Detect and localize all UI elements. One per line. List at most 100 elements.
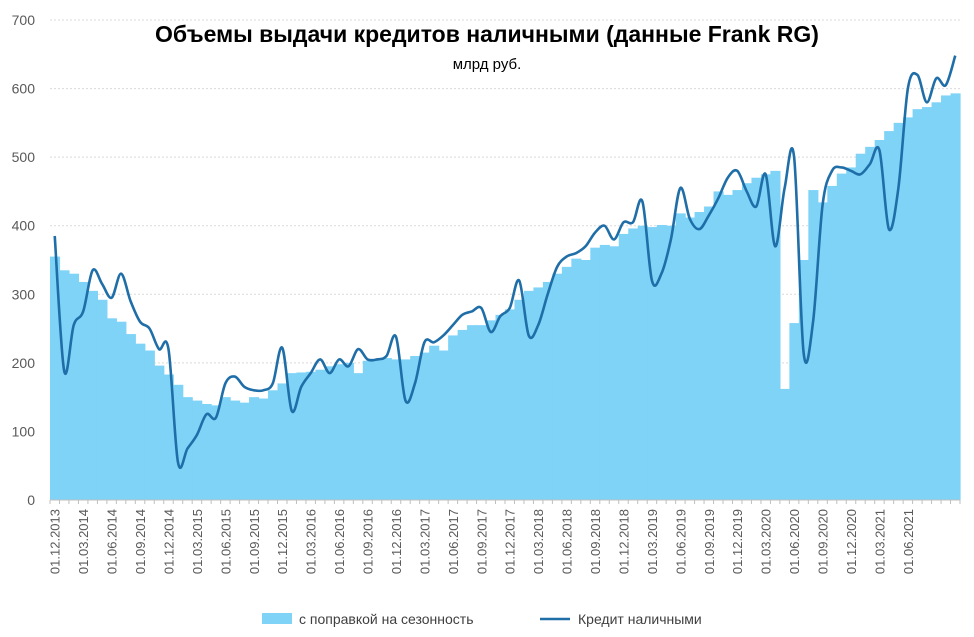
bar <box>884 131 895 500</box>
x-tick-label: 01.09.2015 <box>247 509 262 574</box>
bar <box>760 174 772 501</box>
legend-line-label: Кредит наличными <box>578 611 702 627</box>
bar <box>741 183 753 500</box>
bar <box>704 206 715 500</box>
bar <box>675 213 686 500</box>
bar <box>268 390 279 500</box>
bar <box>201 404 212 500</box>
bar <box>941 95 952 501</box>
bar <box>467 325 478 500</box>
bar <box>922 107 933 500</box>
bar <box>846 167 857 500</box>
legend-bar-swatch <box>262 613 292 624</box>
x-axis-tickmarks <box>49 500 961 504</box>
bar <box>50 256 61 500</box>
bar <box>808 190 819 500</box>
bar <box>495 314 506 500</box>
bar <box>552 273 563 500</box>
bar <box>666 225 677 500</box>
x-tick-label: 01.12.2014 <box>161 509 176 574</box>
bar <box>874 140 885 500</box>
bar <box>258 398 269 500</box>
y-tick-label: 700 <box>12 12 36 28</box>
bar <box>334 364 345 500</box>
x-tick-label: 01.06.2019 <box>673 509 688 574</box>
y-tick-label: 300 <box>12 286 36 302</box>
bar <box>827 185 838 500</box>
x-tick-label: 01.12.2013 <box>48 509 63 574</box>
bar <box>656 225 667 500</box>
bar <box>865 146 876 501</box>
bar <box>277 383 288 500</box>
y-tick-label: 200 <box>12 355 36 371</box>
bar <box>836 173 847 500</box>
bar <box>486 320 497 500</box>
bar <box>723 194 734 501</box>
bar <box>381 358 392 500</box>
bar <box>125 334 136 500</box>
x-tick-label: 01.03.2017 <box>417 509 432 574</box>
bar <box>135 343 146 500</box>
x-tick-label: 01.06.2016 <box>332 509 347 574</box>
bar <box>391 359 402 500</box>
bar <box>438 350 449 500</box>
bar <box>239 402 250 500</box>
bar <box>410 356 421 500</box>
x-tick-label: 01.03.2014 <box>76 509 91 574</box>
bar <box>68 273 80 500</box>
bar <box>685 217 696 501</box>
bar <box>324 366 335 500</box>
bar <box>590 247 601 500</box>
x-tick-label: 01.09.2016 <box>361 509 376 574</box>
bar <box>296 372 307 500</box>
y-tick-label: 100 <box>12 423 36 439</box>
bar <box>87 290 98 500</box>
bar <box>855 153 866 500</box>
bar <box>220 397 231 500</box>
bar <box>249 397 260 500</box>
y-tick-label: 600 <box>12 81 36 97</box>
bar <box>580 260 591 500</box>
bar <box>533 287 544 500</box>
bar <box>770 170 781 501</box>
x-tick-label: 01.06.2020 <box>787 509 802 574</box>
chart-subtitle: млрд руб. <box>453 56 522 73</box>
bar <box>144 350 155 500</box>
bar <box>779 388 790 500</box>
bar <box>523 290 535 500</box>
bar <box>419 352 430 500</box>
bar <box>505 309 516 500</box>
bar <box>912 109 923 500</box>
bar <box>514 299 525 500</box>
x-tick-label: 01.06.2014 <box>105 509 120 574</box>
bar <box>362 360 373 500</box>
x-tick-label: 01.12.2016 <box>389 509 404 574</box>
x-tick-label: 01.12.2018 <box>616 509 631 574</box>
x-tick-label: 01.09.2019 <box>702 509 717 574</box>
bar <box>173 384 184 500</box>
bar <box>211 405 222 500</box>
bar <box>599 244 610 500</box>
bar <box>457 329 468 500</box>
y-tick-label: 400 <box>12 218 36 234</box>
bar-series <box>50 93 961 501</box>
bar <box>372 359 383 500</box>
x-tick-label: 01.03.2015 <box>190 509 205 574</box>
bar <box>97 299 108 500</box>
legend-bar-label: с поправкой на сезонность <box>299 611 474 627</box>
x-tick-label: 01.12.2019 <box>730 509 745 574</box>
bar <box>429 345 440 500</box>
bar <box>163 374 174 500</box>
x-tick-label: 01.12.2015 <box>275 509 290 574</box>
x-tick-label: 01.03.2021 <box>872 509 887 574</box>
bar <box>400 359 411 500</box>
chart-title: Объемы выдачи кредитов наличными (данные… <box>155 21 819 47</box>
bar <box>106 318 117 500</box>
bar <box>817 202 828 500</box>
bar <box>353 373 364 500</box>
bar <box>713 191 724 500</box>
x-tick-label: 01.09.2017 <box>474 509 489 574</box>
bar <box>286 373 298 500</box>
x-tick-label: 01.09.2018 <box>588 509 603 574</box>
